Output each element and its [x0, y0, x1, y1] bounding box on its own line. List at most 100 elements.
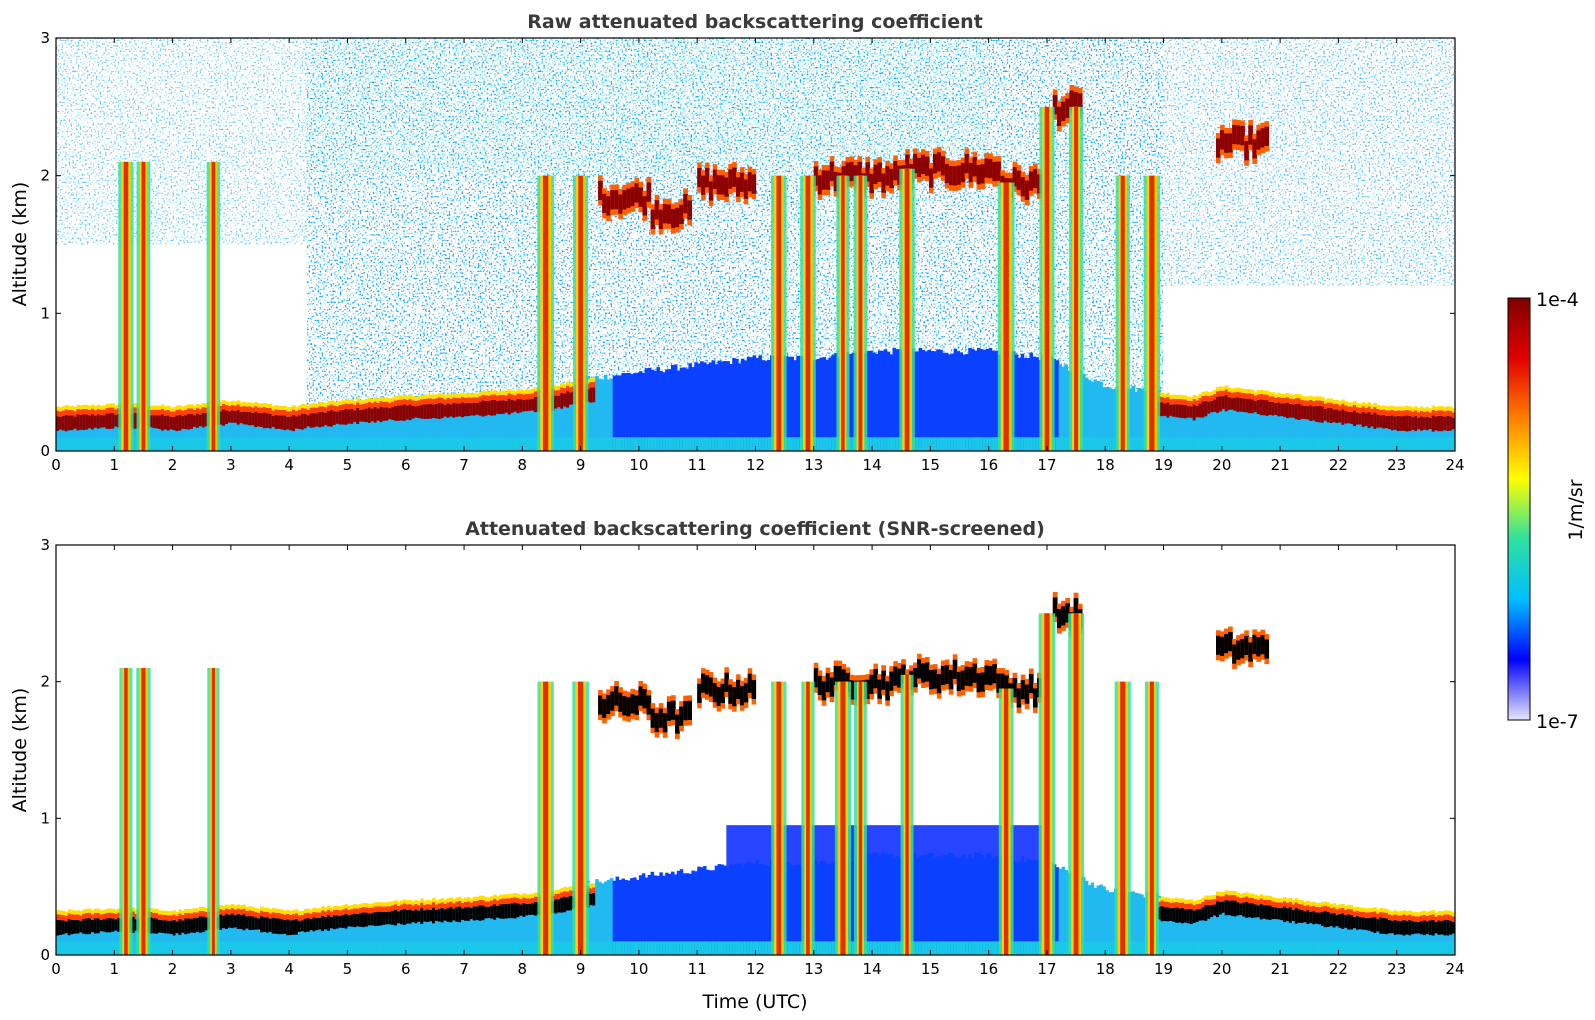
aerosol-layer-edge [431, 902, 436, 908]
surface-layer [163, 437, 168, 451]
aerosol-column [767, 359, 771, 451]
aerosol-column [440, 908, 445, 955]
aerosol-layer-edge [245, 402, 249, 407]
surface-layer [942, 437, 946, 451]
surface-layer [988, 437, 993, 451]
aerosol-layer-edge [1163, 897, 1168, 902]
aerosol-column [236, 914, 241, 955]
aerosol-column [175, 416, 180, 451]
aerosol-column [1420, 920, 1424, 955]
aerosol-layer-edge [1434, 912, 1439, 917]
precip-streak-core [841, 175, 845, 451]
aerosol-layer-edge [461, 396, 465, 403]
aerosol-column [257, 412, 261, 451]
aerosol-column [918, 347, 923, 451]
aerosol-column [303, 414, 308, 451]
aerosol-layer-top [510, 903, 515, 919]
aerosol-layer-edge [417, 901, 421, 906]
surface-layer [1283, 941, 1287, 955]
aerosol-layer-edge [283, 914, 287, 921]
aerosol-layer-top [181, 920, 185, 933]
aerosol-layer-edge [1323, 905, 1328, 912]
aerosol-column [1373, 918, 1377, 955]
aerosol-layer-edge [382, 397, 386, 402]
cloud-layer [662, 204, 668, 224]
aerosol-layer-top [356, 914, 360, 927]
aerosol-layer-edge [303, 909, 308, 914]
surface-layer [708, 437, 713, 451]
surface-layer [965, 437, 969, 451]
aerosol-layer-edge [1242, 388, 1246, 393]
aerosol-layer-top [1390, 920, 1395, 934]
surface-layer [388, 941, 392, 955]
aerosol-layer-top [528, 399, 532, 411]
surface-layer [510, 437, 515, 451]
aerosol-column [985, 853, 990, 955]
aerosol-layer-edge [1373, 907, 1377, 912]
aerosol-column [461, 402, 465, 451]
x-tick-label: 23 [1387, 960, 1406, 978]
aerosol-column [73, 920, 78, 955]
aerosol-column [64, 416, 69, 451]
aerosol-layer-edge [1387, 410, 1392, 416]
surface-layer [455, 437, 459, 451]
aerosol-column [501, 904, 506, 955]
aerosol-layer-edge [1449, 406, 1453, 411]
surface-layer [420, 437, 424, 451]
cloud-layer [658, 708, 664, 728]
surface-layer [1143, 941, 1147, 955]
aerosol-layer-edge [318, 402, 322, 407]
surface-layer [1108, 941, 1112, 955]
aerosol-column [458, 907, 462, 955]
aerosol-layer-edge [475, 896, 480, 901]
surface-layer [1256, 437, 1261, 451]
aerosol-layer-edge [192, 405, 197, 410]
cloud-layer [893, 160, 898, 181]
aerosol-layer-edge [443, 899, 448, 904]
surface-layer [324, 941, 328, 955]
aerosol-column [1358, 412, 1363, 451]
aerosol-layer-edge [312, 911, 316, 918]
surface-layer [265, 941, 270, 955]
aerosol-layer-edge [1358, 403, 1363, 408]
aerosol-layer-edge [204, 911, 209, 918]
aerosol-layer-edge [262, 407, 267, 413]
aerosol-layer-top [1420, 416, 1424, 431]
aerosol-layer-top [1323, 911, 1328, 928]
surface-layer [647, 437, 652, 451]
aerosol-layer-edge [181, 406, 185, 411]
aerosol-layer-edge [58, 407, 63, 412]
cloud-layer [960, 163, 966, 183]
aerosol-layer-top [268, 413, 273, 429]
surface-layer [656, 437, 660, 451]
aerosol-column [974, 852, 978, 955]
aerosol-layer-edge [283, 409, 287, 416]
surface-layer [175, 437, 180, 451]
aerosol-layer-edge [242, 904, 247, 909]
aerosol-column [895, 855, 899, 955]
aerosol-column [1428, 416, 1433, 451]
aerosol-layer-edge [227, 405, 232, 412]
aerosol-column [816, 358, 821, 451]
aerosol-layer-top [341, 914, 346, 928]
surface-layer [201, 437, 206, 451]
aerosol-column [1163, 402, 1168, 451]
surface-layer [1227, 941, 1232, 955]
aerosol-column [921, 349, 926, 451]
surface-layer [740, 941, 745, 955]
surface-layer [1411, 437, 1415, 451]
aerosol-layer-top [1332, 912, 1337, 928]
surface-layer [1425, 437, 1430, 451]
aerosol-layer-edge [1183, 399, 1188, 405]
surface-layer [621, 437, 625, 451]
aerosol-column [353, 409, 357, 451]
aerosol-layer-edge [1218, 892, 1223, 897]
aerosol-column [1285, 907, 1290, 955]
aerosol-column [1449, 416, 1453, 451]
aerosol-column [691, 870, 695, 955]
surface-layer [493, 437, 497, 451]
surface-layer [1382, 437, 1386, 451]
aerosol-layer-edge [405, 399, 410, 406]
aerosol-column [449, 403, 453, 451]
